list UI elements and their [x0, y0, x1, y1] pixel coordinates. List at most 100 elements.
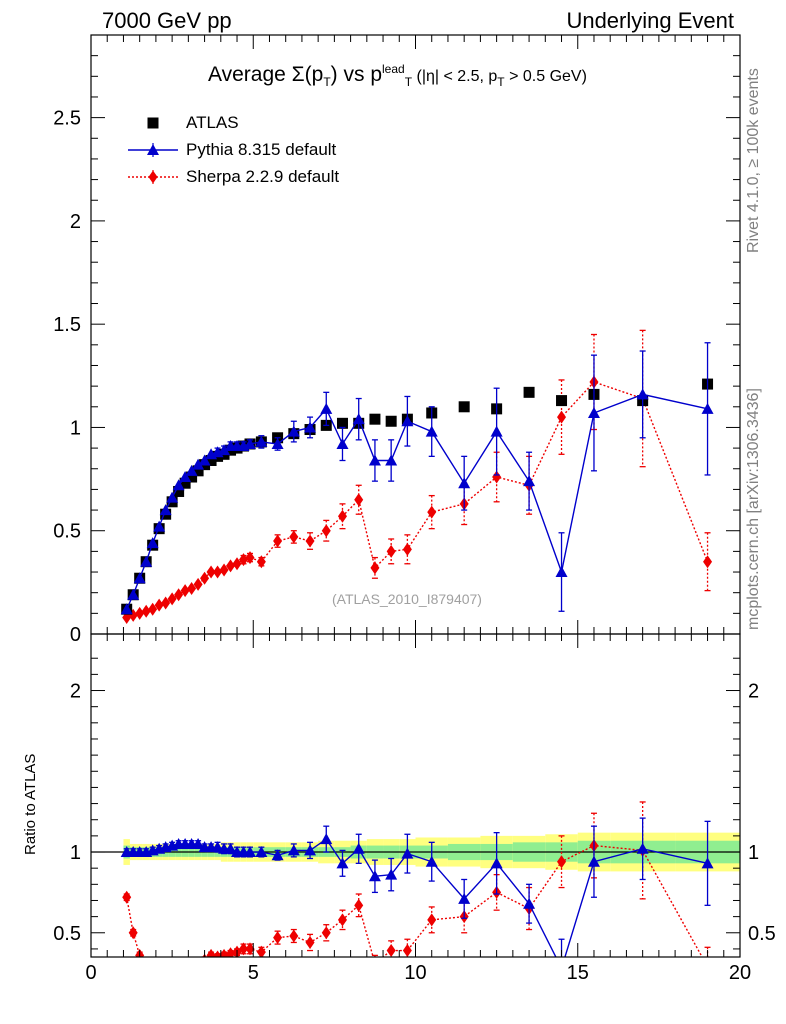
sherpa-point [370, 561, 380, 575]
sherpa-point [148, 602, 158, 616]
pythia-point [153, 520, 166, 532]
atlas-point [369, 413, 381, 425]
sherpa-point [180, 584, 190, 598]
ratio-y-tick-label: 0.5 [53, 923, 81, 945]
pythia-point [401, 415, 414, 427]
pythia-point [198, 454, 211, 466]
sherpa-point [206, 565, 216, 579]
x-tick-label: 20 [729, 962, 751, 984]
pythia-ratio-point [458, 892, 471, 904]
legend-pythia-marker [147, 144, 159, 155]
sherpa-ratio-point [289, 929, 299, 943]
pythia-point [185, 464, 198, 476]
sherpa-point [167, 592, 177, 606]
atlas-point [186, 471, 198, 483]
sherpa-ratio-point [245, 942, 255, 956]
atlas-point [458, 401, 470, 413]
atlas-point [336, 417, 348, 429]
legend-atlas-marker [147, 117, 159, 129]
pythia-ratio-point [271, 849, 284, 861]
atlas-point [385, 415, 397, 427]
sherpa-ratio-point [181, 960, 190, 973]
pythia-ratio-point [636, 842, 649, 854]
atlas-point [205, 454, 217, 466]
sherpa-point [427, 505, 437, 519]
sherpa-point [321, 524, 331, 538]
x-tick-label: 10 [404, 962, 426, 984]
sherpa-point [219, 563, 229, 577]
pythia-point [271, 437, 284, 449]
pythia-point [133, 572, 146, 584]
sherpa-point [354, 493, 364, 507]
sherpa-ratio-point [168, 963, 177, 976]
sherpa-ratio-point [219, 948, 229, 957]
ratio-y-tick-label-right: 1 [748, 842, 759, 864]
title-sub: T [404, 75, 413, 90]
ratio-frame [90, 633, 741, 958]
sherpa-point [402, 542, 412, 556]
pythia-point [352, 413, 365, 425]
ratio-y-tick-label-right: 0.5 [748, 923, 776, 945]
ratio-y-tick-label-right: 2 [748, 681, 759, 703]
pythia-ratio-point [352, 842, 365, 854]
sherpa-point [256, 555, 266, 569]
legend-markers [128, 117, 178, 184]
pythia-point [127, 588, 140, 600]
title-mid: ) vs p [330, 63, 383, 86]
sherpa-ratio-point [194, 959, 203, 972]
sherpa-point [492, 470, 502, 484]
sherpa-point [226, 559, 236, 573]
title-lead: Average Σ(p [208, 63, 324, 86]
title-cond3: > 0.5 GeV) [504, 68, 587, 85]
pythia-ratio-point [425, 855, 438, 867]
sherpa-ratio-point [256, 945, 266, 957]
sherpa-ratio-point [337, 913, 347, 927]
sherpa-point [200, 571, 210, 585]
sherpa-point [174, 588, 184, 602]
plot-title: Average Σ(pT) vs pleadT (|η| < 2.5, pT >… [208, 62, 587, 89]
pythia-point [218, 444, 231, 456]
pythia-point [425, 425, 438, 437]
sherpa-ratio-point [206, 948, 216, 957]
sherpa-point [289, 530, 299, 544]
pythia-point [458, 477, 471, 489]
pythia-point [192, 458, 205, 470]
sherpa-ratio-point [321, 926, 331, 940]
sherpa-point [187, 582, 197, 596]
sherpa-ratio-point [187, 960, 196, 973]
pythia-point [255, 435, 268, 447]
main-y-tick-label: 2 [70, 211, 81, 233]
sherpa-point [239, 553, 249, 567]
sherpa-point [703, 555, 713, 569]
pythia-ratio-point [244, 846, 257, 858]
x-tick-label: 5 [248, 962, 259, 984]
sherpa-ratio-point [174, 962, 183, 975]
sherpa-point [337, 509, 347, 523]
pythia-point [368, 454, 381, 466]
ratio-y-axis-label: Ratio to ATLAS [22, 753, 39, 855]
pythia-ratio-point [701, 857, 714, 869]
pythia-line [126, 393, 708, 610]
pythia-ratio-point [401, 847, 414, 859]
sherpa-ratio-point [386, 944, 396, 957]
sherpa-ratio-point [427, 913, 437, 927]
sherpa-ratio-point [354, 898, 364, 912]
mcplots-reference-label: mcplots.cern.ch [arXiv:1306.3436] [745, 388, 762, 630]
pythia-ratio-point [304, 844, 317, 856]
pythia-ratio-point [192, 837, 205, 849]
pythia-point [140, 555, 153, 567]
sherpa-ratio-point [226, 947, 236, 957]
rivet-version-label: Rivet 4.1.0, ≥ 100k events [745, 68, 762, 253]
sherpa-ratio-point [239, 942, 249, 956]
pythia-point [146, 537, 159, 549]
atlas-point [192, 465, 204, 477]
sherpa-point [386, 544, 396, 558]
sherpa-point [213, 565, 223, 579]
pythia-point [701, 402, 714, 414]
title-lead-sub: T [323, 75, 331, 90]
pythia-ratio-point [368, 870, 381, 882]
sherpa-ratio-point [128, 926, 138, 940]
sherpa-point [135, 606, 145, 620]
sherpa-ratio-point [305, 935, 315, 949]
legend-sherpa-marker [148, 170, 158, 184]
